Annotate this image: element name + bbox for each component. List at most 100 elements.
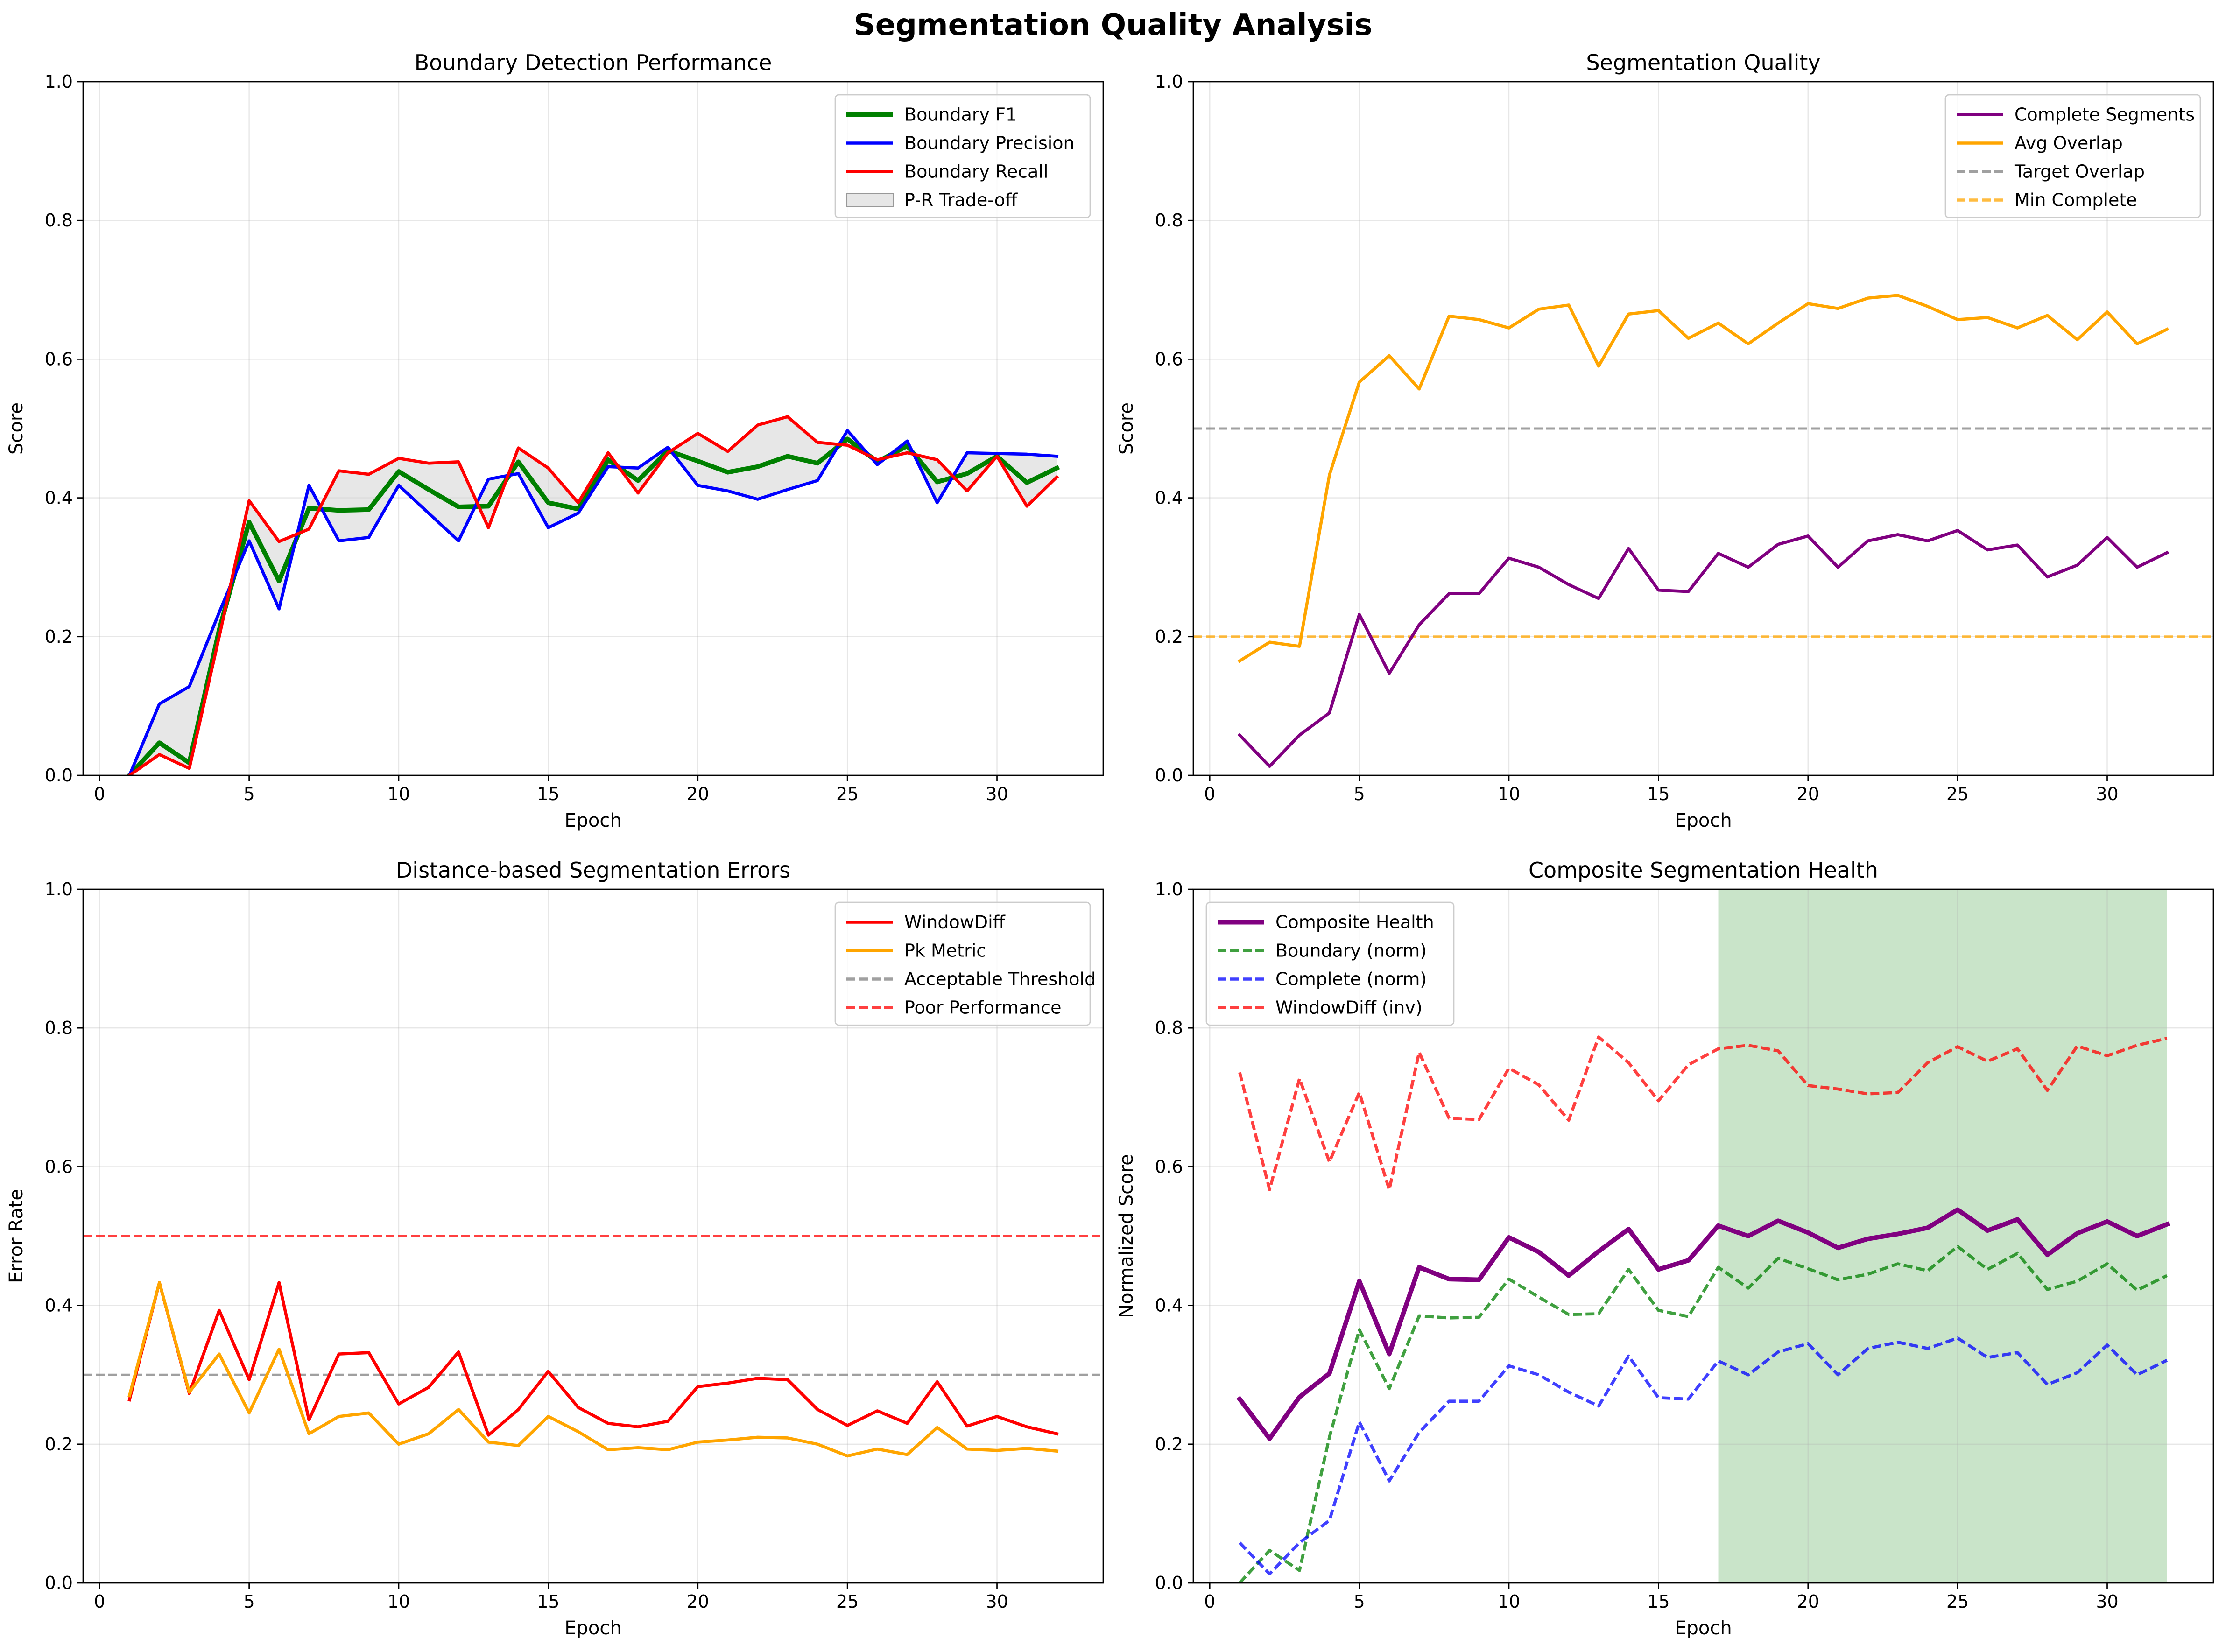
x-tick-label: 25: [836, 784, 859, 804]
x-tick-label: 15: [1647, 784, 1670, 804]
y-tick-label: 0.8: [1155, 1018, 1183, 1038]
x-tick-label: 20: [1797, 1591, 1819, 1612]
y-axis-label: Error Rate: [6, 1189, 27, 1283]
x-tick-label: 30: [986, 784, 1008, 804]
y-axis-label: Normalized Score: [1116, 1154, 1137, 1318]
y-tick-label: 0.2: [45, 1434, 73, 1455]
legend-label: Pk Metric: [904, 941, 986, 961]
x-axis-label: Epoch: [1675, 1617, 1732, 1639]
x-tick-label: 15: [537, 784, 559, 804]
series-line-avg-overlap: [1237, 294, 2170, 663]
series-line-boundary-precision: [127, 429, 1059, 775]
series-line-windowdiff: [127, 1281, 1059, 1437]
x-tick-label: 5: [244, 784, 255, 804]
x-axis-label: Epoch: [564, 1617, 621, 1639]
x-tick-label: 30: [2096, 784, 2118, 804]
x-tick-label: 25: [836, 1591, 859, 1612]
y-tick-label: 0.4: [1155, 1295, 1183, 1316]
legend-label: WindowDiff (inv): [1275, 998, 1423, 1018]
x-tick-label: 0: [94, 784, 105, 804]
y-tick-label: 0.4: [45, 488, 73, 508]
legend: Composite Health Boundary (norm) Complete …: [1205, 901, 1455, 1026]
chart-quality: 0 5 10 15 20 25 30 0.0 0.2 0.4 0.6 0.8 1.0 Segmentati…: [1116, 50, 2214, 831]
legend: Boundary F1 Boundary Precision Boundary Re…: [834, 94, 1091, 218]
y-tick-label: 0.0: [1155, 1573, 1183, 1593]
chart-boundary: 0 5 10 15 20 25 30 0.0 0.2 0.4 0.6 0.8 1.0 Boundary D…: [6, 50, 1104, 831]
y-tick-label: 0.6: [1155, 1156, 1183, 1177]
x-tick-label: 5: [1354, 784, 1365, 804]
legend-label: Boundary F1: [904, 105, 1017, 125]
x-tick-label: 10: [1498, 1591, 1520, 1612]
legend-label: Boundary Precision: [904, 133, 1075, 154]
legend-label: Poor Performance: [904, 998, 1062, 1018]
axes-frame: [1192, 81, 2214, 776]
y-tick-label: 0.8: [45, 1018, 73, 1038]
series-line-boundary-recall: [127, 415, 1059, 775]
legend-label: Complete Segments: [2015, 105, 2195, 125]
x-tick-label: 5: [1354, 1591, 1365, 1612]
x-tick-label: 20: [687, 784, 709, 804]
chart-errors: 0 5 10 15 20 25 30 0.0 0.2 0.4 0.6 0.8 1.0 Distance-b…: [6, 858, 1104, 1639]
legend-label: Target Overlap: [2014, 162, 2145, 182]
axes-frame: [82, 888, 1104, 1584]
legend-label: P-R Trade-off: [904, 190, 1018, 211]
series-line-windowdiff-inv: [1238, 1035, 2168, 1191]
y-tick-label: 0.6: [45, 1156, 73, 1177]
y-axis-label: Score: [1116, 402, 1137, 455]
axes-frame: [82, 81, 1104, 776]
x-axis-label: Epoch: [564, 810, 621, 831]
legend-label: Boundary Recall: [904, 162, 1048, 182]
x-tick-label: 15: [537, 1591, 559, 1612]
x-tick-label: 5: [244, 1591, 255, 1612]
x-tick-label: 0: [1204, 784, 1215, 804]
series-line-composite-health: [1236, 1207, 2170, 1441]
legend-box: [834, 901, 1091, 1026]
y-tick-label: 1.0: [45, 879, 73, 900]
y-tick-label: 0.2: [1155, 1434, 1183, 1455]
panel-title: Boundary Detection Performance: [415, 50, 772, 75]
legend-label: Acceptable Threshold: [904, 969, 1096, 990]
y-tick-label: 0.6: [45, 349, 73, 369]
tradeoff-area: [129, 416, 1057, 775]
x-tick-label: 20: [687, 1591, 709, 1612]
panel-title: Segmentation Quality: [1586, 50, 1820, 75]
y-tick-label: 1.0: [1155, 879, 1183, 900]
figure-title: Segmentation Quality Analysis: [854, 8, 1373, 42]
legend-label: Composite Health: [1275, 912, 1434, 933]
legend-box: [834, 94, 1091, 218]
x-tick-label: 0: [94, 1591, 105, 1612]
legend-label: Boundary (norm): [1275, 941, 1427, 961]
x-tick-label: 10: [387, 784, 410, 804]
y-tick-label: 0.2: [1155, 626, 1183, 647]
series-line-pk-metric: [127, 1281, 1059, 1458]
x-tick-label: 10: [1498, 784, 1520, 804]
y-tick-label: 0.8: [45, 210, 73, 231]
x-tick-label: 15: [1647, 1591, 1670, 1612]
x-tick-label: 25: [1946, 784, 1969, 804]
y-tick-label: 0.8: [1155, 210, 1183, 231]
y-tick-label: 0.0: [45, 1573, 73, 1593]
legend-label: Avg Overlap: [2015, 133, 2123, 154]
series-line-complete-segments: [1237, 529, 2170, 768]
legend-swatch-p-r-trade-off: [846, 193, 894, 207]
legend-label: Min Complete: [2015, 190, 2137, 211]
legend-label: Complete (norm): [1275, 969, 1427, 990]
y-tick-label: 1.0: [45, 71, 73, 92]
x-axis-label: Epoch: [1675, 810, 1732, 831]
x-tick-label: 25: [1946, 1591, 1969, 1612]
x-tick-label: 30: [2096, 1591, 2118, 1612]
legend-box: [1205, 901, 1455, 1026]
axes-frame: [1192, 888, 2214, 1584]
series-line-boundary-f1: [126, 436, 1060, 775]
legend: Complete Segments Avg Overlap Target Overl…: [1944, 94, 2201, 218]
x-tick-label: 30: [986, 1591, 1008, 1612]
legend: WindowDiff Pk Metric Acceptable Threshold P…: [834, 901, 1096, 1026]
legend-box: [1944, 94, 2201, 218]
series-line-boundary-norm: [1238, 1244, 2168, 1583]
chart-health: 0 5 10 15 20 25 30 0.0 0.2 0.4 0.6 0.8 1.0 Composite …: [1116, 858, 2214, 1639]
x-tick-label: 0: [1204, 1591, 1215, 1612]
y-tick-label: 0.4: [1155, 488, 1183, 508]
highlight-span: [1718, 889, 2167, 1583]
legend-label: WindowDiff: [904, 912, 1006, 933]
